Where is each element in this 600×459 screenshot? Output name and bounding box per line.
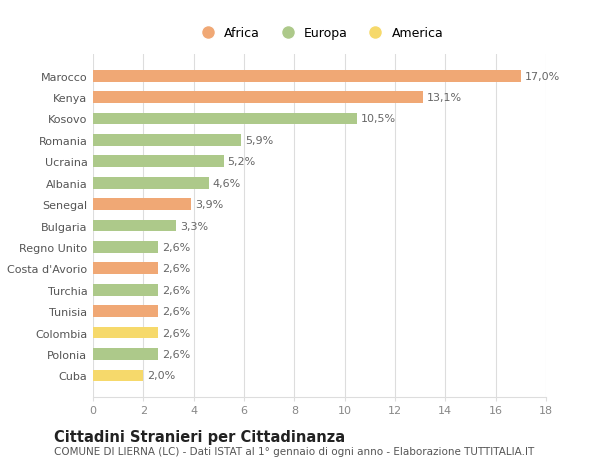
Bar [93,327,158,339]
Bar [93,156,224,168]
Bar [93,263,158,274]
Text: 3,3%: 3,3% [180,221,208,231]
Text: 2,6%: 2,6% [162,242,190,252]
Text: COMUNE DI LIERNA (LC) - Dati ISTAT al 1° gennaio di ogni anno - Elaborazione TUT: COMUNE DI LIERNA (LC) - Dati ISTAT al 1°… [54,446,534,456]
Text: 13,1%: 13,1% [427,93,461,103]
Text: 2,0%: 2,0% [147,370,175,381]
Text: Cittadini Stranieri per Cittadinanza: Cittadini Stranieri per Cittadinanza [54,429,345,444]
Text: 2,6%: 2,6% [162,307,190,317]
Bar [93,370,143,381]
Bar [93,348,158,360]
Text: 5,2%: 5,2% [227,157,256,167]
Text: 2,6%: 2,6% [162,328,190,338]
Bar [93,284,158,296]
Bar [93,220,176,232]
Bar [93,178,209,189]
Bar [93,199,191,211]
Text: 10,5%: 10,5% [361,114,396,124]
Legend: Africa, Europa, America: Africa, Europa, America [191,22,448,45]
Text: 3,9%: 3,9% [195,200,223,210]
Bar [93,113,357,125]
Text: 4,6%: 4,6% [212,179,241,188]
Text: 17,0%: 17,0% [524,72,560,82]
Text: 2,6%: 2,6% [162,349,190,359]
Text: 2,6%: 2,6% [162,264,190,274]
Bar [93,241,158,253]
Bar [93,71,521,82]
Bar [93,92,422,104]
Text: 5,9%: 5,9% [245,135,274,146]
Bar [93,306,158,317]
Bar [93,135,241,146]
Text: 2,6%: 2,6% [162,285,190,295]
